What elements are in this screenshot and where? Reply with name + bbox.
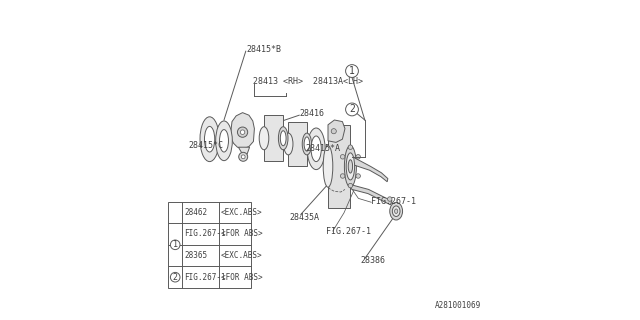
Circle shape [332,129,337,134]
Polygon shape [349,185,392,205]
Ellipse shape [390,202,403,220]
Text: 28415*A: 28415*A [306,144,340,153]
Circle shape [237,127,248,137]
Text: <FOR ABS>: <FOR ABS> [221,273,262,282]
Ellipse shape [311,136,321,162]
Text: 28462: 28462 [184,208,207,217]
Text: <EXC.ABS>: <EXC.ABS> [221,208,262,217]
Text: 28415*B: 28415*B [246,45,282,54]
Ellipse shape [304,137,310,151]
Ellipse shape [216,121,232,161]
Text: 1: 1 [173,240,178,249]
Polygon shape [351,156,388,182]
Ellipse shape [344,146,356,187]
Text: FIG.267-1: FIG.267-1 [371,197,416,206]
Ellipse shape [278,127,288,150]
Ellipse shape [346,153,355,180]
Ellipse shape [284,133,293,155]
Text: FIG.267-1: FIG.267-1 [326,228,371,236]
Text: 28365: 28365 [184,251,207,260]
Bar [328,125,351,208]
Polygon shape [239,147,250,154]
Circle shape [356,155,360,159]
Ellipse shape [302,133,312,155]
Ellipse shape [200,117,219,162]
Text: <EXC.ABS>: <EXC.ABS> [221,251,262,260]
Ellipse shape [394,209,398,213]
Circle shape [356,174,360,178]
Text: 28415*C: 28415*C [189,141,224,150]
Polygon shape [230,113,254,149]
Text: 28416: 28416 [300,109,324,118]
Text: FIG.267-1: FIG.267-1 [184,229,226,238]
Text: 28413 <RH>  28413A<LH>: 28413 <RH> 28413A<LH> [253,77,363,86]
Bar [264,115,283,161]
Text: 2: 2 [349,104,355,115]
Ellipse shape [307,128,325,170]
Circle shape [239,152,248,161]
Ellipse shape [280,131,286,146]
Circle shape [348,183,353,188]
Ellipse shape [392,206,400,216]
Ellipse shape [348,160,353,173]
Text: A281001069: A281001069 [435,301,481,310]
Text: 28435A: 28435A [290,213,319,222]
Polygon shape [328,120,345,142]
Circle shape [348,145,353,149]
Bar [168,202,251,288]
Circle shape [170,272,180,282]
Text: 2: 2 [173,273,178,282]
Circle shape [241,155,245,159]
Circle shape [240,130,245,134]
Ellipse shape [323,146,333,187]
Circle shape [346,103,358,116]
Ellipse shape [220,130,228,152]
Ellipse shape [205,126,215,152]
Ellipse shape [259,127,269,150]
Bar [288,122,307,166]
Circle shape [388,197,392,201]
Circle shape [340,155,345,159]
Circle shape [170,240,180,250]
Text: 1: 1 [349,66,355,76]
Text: FIG.267-1: FIG.267-1 [184,273,226,282]
Circle shape [346,65,358,77]
Text: <FOR ABS>: <FOR ABS> [221,229,262,238]
Text: 28386: 28386 [360,256,385,265]
Circle shape [340,174,345,178]
